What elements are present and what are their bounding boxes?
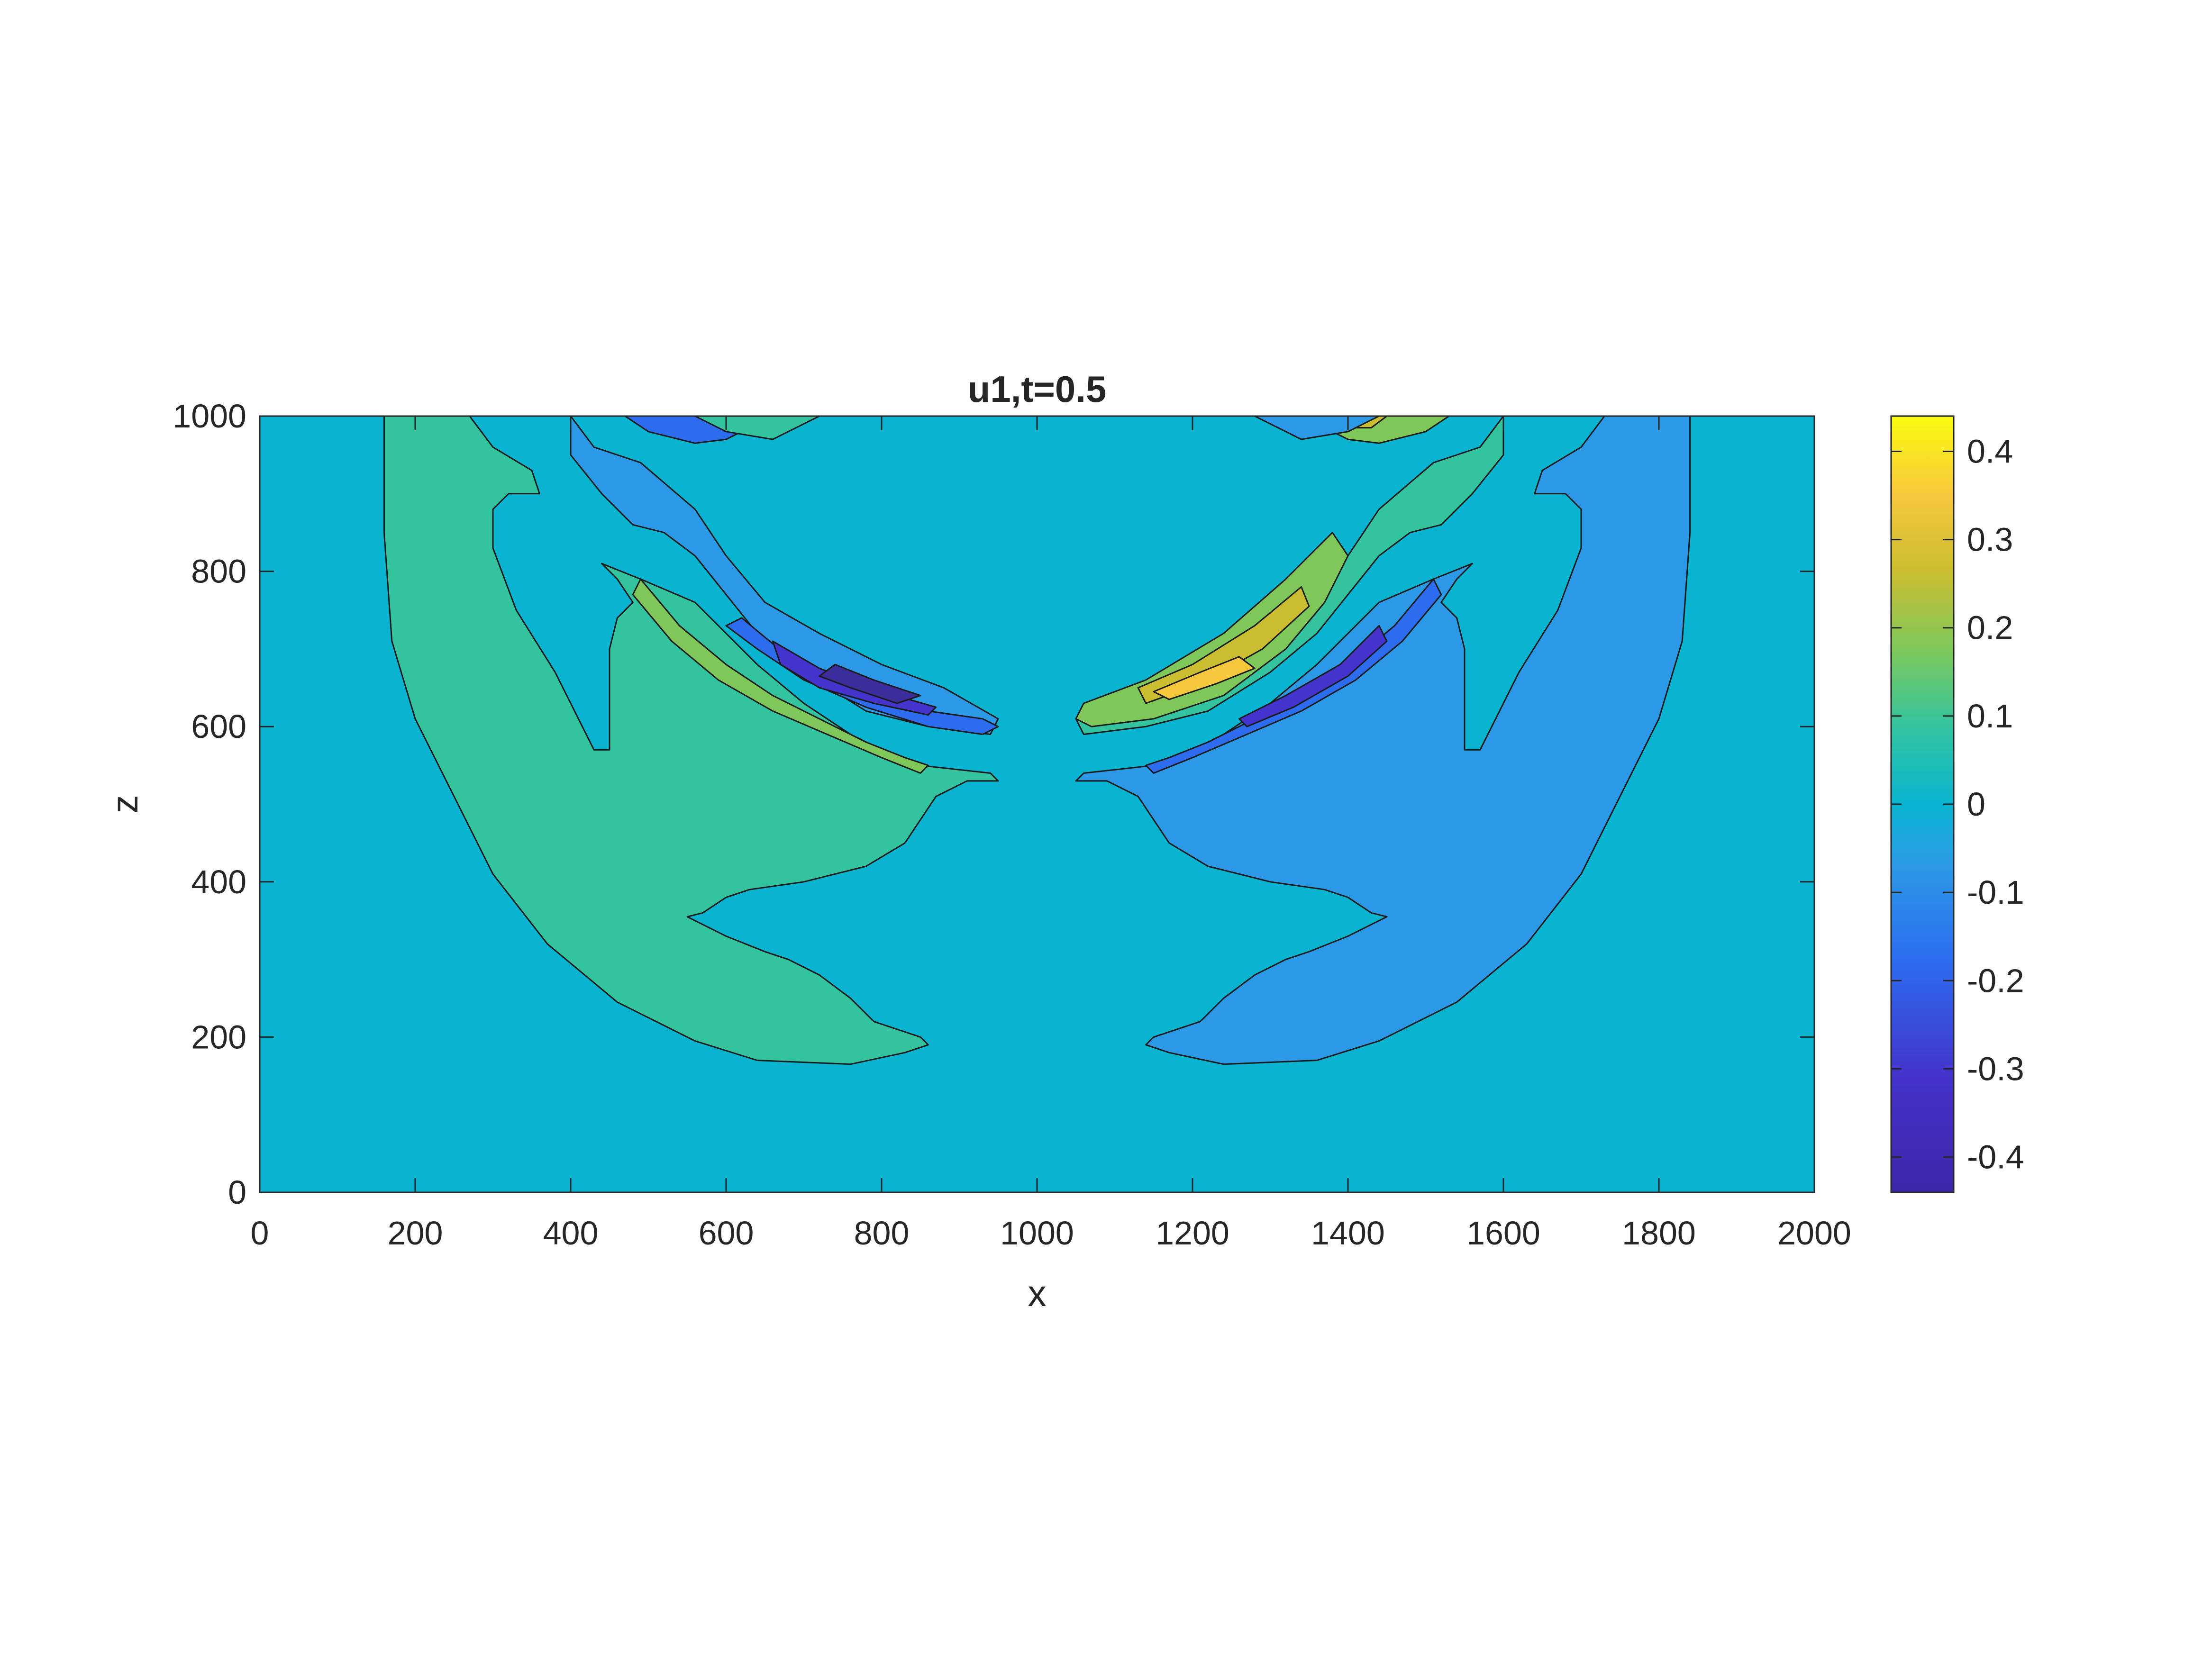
contour-region-right-lobe-positive-2	[1075, 532, 1349, 727]
contour-regions	[383, 416, 1691, 1065]
contour-region-left-arc-positive	[383, 416, 999, 1065]
x-axis-label: x	[1028, 1272, 1047, 1314]
colorbar-tick-label: 0.3	[1967, 521, 2013, 558]
x-tick-label: 1800	[1622, 1215, 1696, 1252]
colorbar-tick-label: 0.4	[1967, 433, 2013, 470]
x-tick-label: 800	[854, 1215, 910, 1252]
contour-region-right-lobe-positive-3	[1137, 586, 1310, 704]
y-axis: 0 200 400 600 800 1000	[173, 398, 1814, 1211]
contour-region-left-lobe-positive-2	[632, 578, 929, 774]
plot-area	[259, 415, 1815, 1193]
y-tick-label: 1000	[173, 398, 246, 435]
x-tick-label: 0	[251, 1215, 269, 1252]
y-tick-label: 0	[228, 1174, 246, 1211]
colorbar-tick-label: 0	[1967, 786, 1985, 823]
y-tick-label: 600	[191, 708, 246, 745]
x-tick-label: 1400	[1311, 1215, 1385, 1252]
colorbar: 0.4 0.3 0.2 0.1 0 -0.1 -0.2 -0.3 -0.4	[1890, 415, 2024, 1193]
colorbar-tick-label: -0.4	[1967, 1139, 2024, 1176]
colorbar-tick-label: -0.2	[1967, 962, 2024, 999]
colorbar-tick-label: -0.3	[1967, 1050, 2024, 1087]
y-tick-label: 200	[191, 1018, 246, 1055]
x-tick-label: 200	[388, 1215, 443, 1252]
x-axis: 0 200 400 600 800 1000 1200 1400 1600 1800 2000	[251, 416, 1851, 1252]
contour-region-right-lobe-negative-3	[1238, 625, 1388, 727]
contour-region-right-lobe-positive-4	[1153, 656, 1256, 700]
colorbar-tick-label: 0.2	[1967, 609, 2013, 646]
contour-region-left-lobe-negative-4	[819, 663, 921, 704]
x-tick-label: 1200	[1156, 1215, 1229, 1252]
contour-region-right-upper-positive	[1075, 416, 1504, 735]
y-tick-label: 800	[191, 553, 246, 590]
x-tick-label: 600	[699, 1215, 754, 1252]
colorbar-tick-label: -0.1	[1967, 874, 2024, 911]
y-tick-label: 400	[191, 863, 246, 900]
x-tick-label: 400	[543, 1215, 599, 1252]
x-tick-label: 1600	[1466, 1215, 1540, 1252]
x-tick-label: 2000	[1777, 1215, 1851, 1252]
y-axis-label: z	[104, 795, 146, 814]
chart-title: u1,t=0.5	[968, 368, 1107, 410]
x-tick-label: 1000	[1000, 1215, 1074, 1252]
colorbar-tick-label: 0.1	[1967, 698, 2013, 735]
colorbar-ticks: 0.4 0.3 0.2 0.1 0 -0.1 -0.2 -0.3 -0.4	[1891, 433, 2024, 1176]
contour-region-right-arc-negative	[1075, 416, 1691, 1065]
